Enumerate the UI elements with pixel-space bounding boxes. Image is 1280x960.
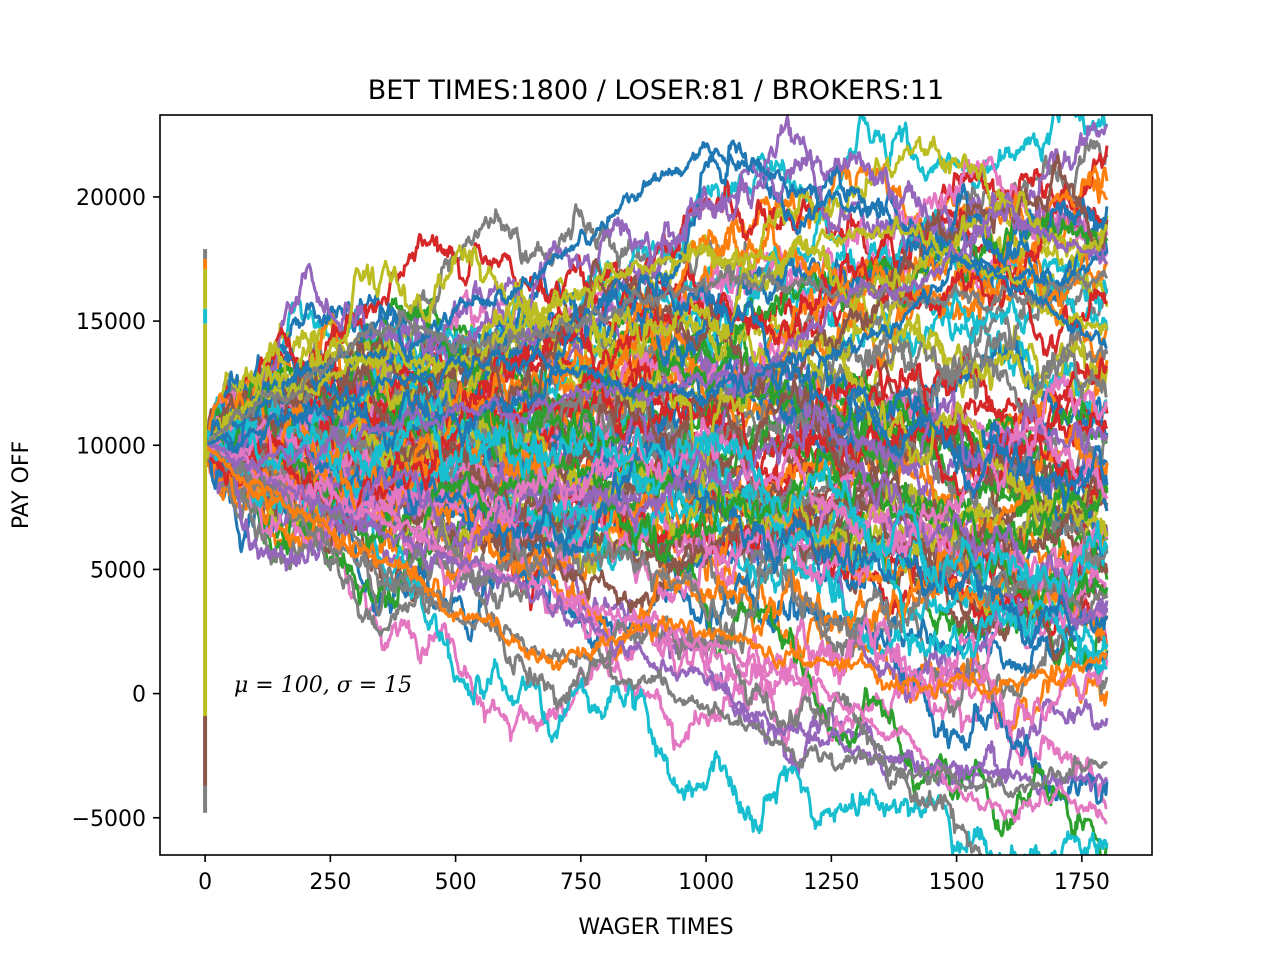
series-line-99	[204, 443, 1109, 799]
x-tick-label: 0	[198, 870, 212, 895]
series-line-96	[204, 253, 1109, 454]
series-line-78	[203, 445, 1109, 655]
x-tick-label: 250	[309, 870, 351, 895]
y-tick-label: −5000	[72, 807, 146, 832]
x-tick-label: 750	[560, 870, 602, 895]
series-line-89	[203, 190, 1109, 460]
y-tick-label: 10000	[76, 434, 146, 459]
x-axis-label: WAGER TIMES	[578, 915, 733, 940]
x-tick-label: 1250	[803, 870, 859, 895]
series-line-79	[203, 303, 1109, 538]
y-tick-label: 20000	[76, 186, 146, 211]
series-line-84	[203, 253, 1109, 532]
y-tick-label: 0	[132, 683, 146, 708]
y-tick-label: 15000	[76, 310, 146, 335]
x-tick-label: 1500	[929, 870, 985, 895]
series-line-91	[204, 271, 1109, 512]
series-line-94	[204, 264, 1109, 447]
series-line-80	[203, 381, 1109, 675]
parameter-annotation: μ = 100, σ = 15	[234, 673, 412, 698]
x-tick-label: 1000	[678, 870, 734, 895]
x-tick-label: 1750	[1054, 870, 1110, 895]
series-line-98	[204, 443, 1109, 796]
series-line-100	[204, 444, 1109, 700]
x-tick-label: 500	[435, 870, 477, 895]
chart-title: BET TIMES:1800 / LOSER:81 / BROKERS:11	[368, 75, 945, 106]
series-line-90	[203, 410, 1109, 598]
y-axis-label: PAY OFF	[9, 441, 34, 529]
plot-frame	[159, 114, 1153, 856]
y-tick-label: 5000	[90, 558, 146, 583]
